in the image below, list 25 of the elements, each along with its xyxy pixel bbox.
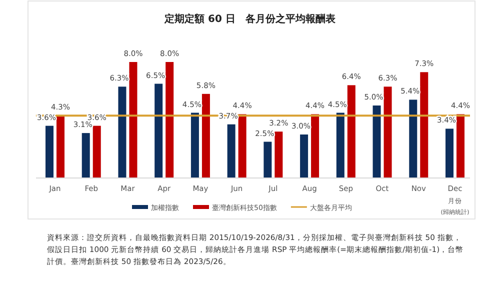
- bar: [129, 62, 138, 178]
- bar: [166, 62, 174, 178]
- bar: [336, 112, 344, 178]
- chart-title: 定期定額 60 日 各月份之平均報酬表: [164, 13, 336, 25]
- bar: [82, 133, 90, 178]
- bar: [92, 126, 101, 178]
- bar: [238, 114, 246, 178]
- bar: [227, 124, 236, 178]
- bar: [190, 112, 199, 178]
- bar: [154, 84, 163, 178]
- bar: [372, 106, 381, 178]
- bar: [409, 100, 418, 178]
- bar: [300, 134, 308, 178]
- bar: [446, 128, 454, 178]
- bar: [56, 116, 64, 178]
- bar: [456, 114, 464, 178]
- bar: [311, 114, 320, 178]
- bar: [420, 72, 428, 178]
- bar: [46, 126, 54, 178]
- bar: [274, 132, 283, 178]
- bar: [384, 86, 392, 178]
- bar: [118, 86, 126, 178]
- bar: [264, 142, 272, 178]
- bar: [347, 85, 356, 178]
- bar: [202, 94, 210, 178]
